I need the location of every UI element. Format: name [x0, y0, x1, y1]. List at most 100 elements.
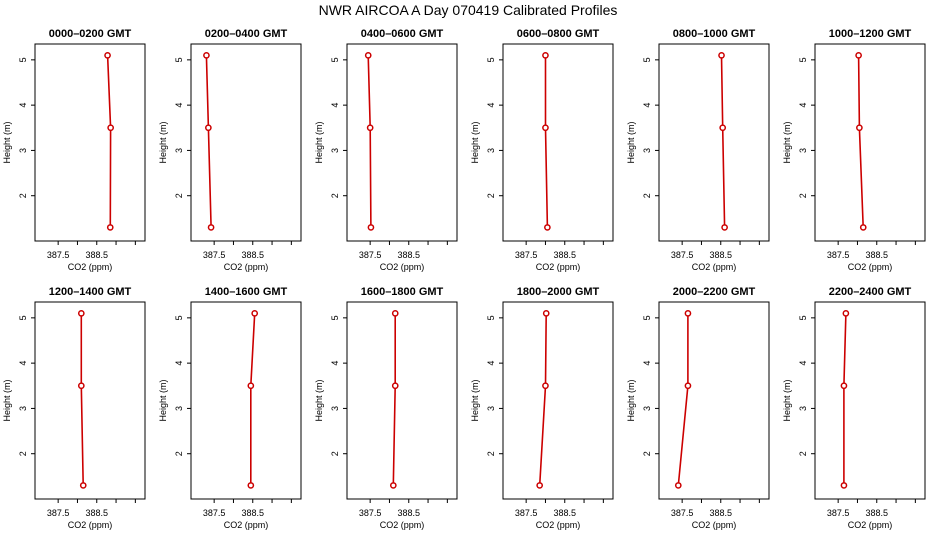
panel-9-point-1 — [389, 482, 397, 489]
panel-2-point-2 — [205, 124, 212, 132]
panel-12-point-1 — [840, 482, 848, 489]
panel-1-ytick-label-2: 3 — [18, 148, 28, 153]
panel-2-xtick-label-3: 388.5 — [241, 250, 264, 260]
panel-2-xlabel: CO2 (ppm) — [224, 262, 269, 272]
panel-3-xtick-label-3: 388.5 — [397, 250, 420, 260]
panel-4-ylabel: Height (m) — [470, 121, 480, 163]
panel-11-xtick-label-1: 387.5 — [671, 508, 694, 518]
panel-3-ylabel: Height (m) — [314, 121, 324, 163]
panel-2-ytick-label-1: 2 — [174, 193, 184, 198]
panel-7-xtick-label-1: 387.5 — [47, 508, 70, 518]
panel-7-ytick-label-3: 4 — [18, 361, 28, 366]
panel-5-ytick-label-4: 5 — [642, 57, 652, 62]
panel-11-ylabel: Height (m) — [626, 379, 636, 421]
panel-9-frame — [346, 301, 458, 500]
panel-9-title: 1600–1800 GMT — [361, 286, 444, 298]
panel-6-ylabel: Height (m) — [782, 121, 792, 163]
main-title: NWR AIRCOA A Day 070419 Calibrated Profi… — [318, 2, 618, 18]
panel-12-ytick-label-4: 5 — [798, 315, 808, 320]
panel-8-ytick-label-1: 2 — [174, 451, 184, 456]
panel-2-frame — [190, 43, 302, 242]
panel-5-xtick-label-1: 387.5 — [671, 250, 694, 260]
panel-5-point-2 — [719, 124, 727, 132]
panel-7-frame — [34, 301, 146, 500]
panel-6-ytick-label-4: 5 — [798, 57, 808, 62]
panel-8-ytick-label-3: 4 — [174, 361, 184, 366]
panel-5-xtick-label-3: 388.5 — [709, 250, 732, 260]
panel-3-point-2 — [366, 124, 374, 132]
panel-8-xtick-label-3: 388.5 — [241, 508, 264, 518]
panel-6-title: 1000–1200 GMT — [829, 28, 912, 40]
panel-2-ylabel: Height (m) — [158, 121, 168, 163]
panel-4-point-3 — [542, 51, 549, 59]
panel-3-xlabel: CO2 (ppm) — [380, 262, 425, 272]
panel-8-xlabel: CO2 (ppm) — [224, 520, 269, 530]
panel-2-ytick-label-3: 4 — [174, 103, 184, 108]
panel-2-xtick-label-1: 387.5 — [203, 250, 226, 260]
panel-3-ytick-label-2: 3 — [330, 148, 340, 153]
panel-4-point-2 — [542, 124, 549, 132]
panel-1-point-2 — [107, 124, 114, 132]
panel-11-ytick-label-1: 2 — [642, 451, 652, 456]
panel-11-ytick-label-4: 5 — [642, 315, 652, 320]
panel-9-point-3 — [391, 309, 399, 317]
panel-12-ytick-label-3: 4 — [798, 361, 808, 366]
panel-7-point-2 — [77, 382, 85, 390]
panel-1-ytick-label-4: 5 — [18, 57, 28, 62]
panel-10-ytick-label-2: 3 — [486, 406, 496, 411]
panel-10-ytick-label-4: 5 — [486, 315, 496, 320]
panel-6-xtick-label-1: 387.5 — [827, 250, 850, 260]
panel-1-ytick-label-3: 4 — [18, 103, 28, 108]
panel-10-title: 1800–2000 GMT — [517, 286, 600, 298]
panel-12-xtick-label-3: 388.5 — [865, 508, 888, 518]
panel-8-point-3 — [251, 309, 259, 317]
panel-6-point-1 — [859, 224, 867, 231]
panel-4-title: 0600–0800 GMT — [517, 28, 600, 40]
panel-8-title: 1400–1600 GMT — [205, 286, 288, 298]
panel-5-ytick-label-3: 4 — [642, 103, 652, 108]
panel-4-frame — [502, 43, 614, 242]
panel-10-point-3 — [542, 309, 550, 317]
panel-3-ytick-label-1: 2 — [330, 193, 340, 198]
panel-10-point-2 — [542, 382, 549, 390]
panel-11-point-3 — [684, 309, 692, 317]
panel-6-ytick-label-2: 3 — [798, 148, 808, 153]
panel-8-point-1 — [247, 482, 255, 489]
panel-2-title: 0200–0400 GMT — [205, 28, 288, 40]
panel-11-xlabel: CO2 (ppm) — [692, 520, 737, 530]
panel-10-xlabel: CO2 (ppm) — [536, 520, 581, 530]
panel-4-ytick-label-4: 5 — [486, 57, 496, 62]
panel-1-xtick-label-1: 387.5 — [47, 250, 70, 260]
panel-12-frame — [814, 301, 926, 500]
panel-12-title: 2200–2400 GMT — [829, 286, 912, 298]
panel-10-ytick-label-3: 4 — [486, 361, 496, 366]
panel-8-frame — [190, 301, 302, 500]
panel-6-profile-line — [857, 55, 864, 228]
panel-11-xtick-label-3: 388.5 — [709, 508, 732, 518]
panel-9-ytick-label-3: 4 — [330, 361, 340, 366]
panel-7-profile-line — [80, 313, 84, 486]
panel-4-ytick-label-2: 3 — [486, 148, 496, 153]
panel-6-point-3 — [855, 51, 862, 59]
panel-11-point-1 — [674, 482, 682, 489]
panel-3-title: 0400–0600 GMT — [361, 28, 444, 40]
panel-11-ytick-label-3: 4 — [642, 361, 652, 366]
panel-6-ytick-label-3: 4 — [798, 103, 808, 108]
panel-2-ytick-label-2: 3 — [174, 148, 184, 153]
panel-10-ytick-label-1: 2 — [486, 451, 496, 456]
panel-11-profile-line — [677, 313, 689, 486]
panel-12-point-2 — [840, 382, 848, 390]
panel-10-ylabel: Height (m) — [470, 379, 480, 421]
panel-2-ytick-label-4: 5 — [174, 57, 184, 62]
panel-7-ylabel: Height (m) — [2, 379, 12, 421]
panel-8-xtick-label-1: 387.5 — [203, 508, 226, 518]
panel-1-point-3 — [104, 51, 111, 59]
panel-3-profile-line — [367, 55, 372, 228]
panel-9-xtick-label-3: 388.5 — [397, 508, 420, 518]
panel-11-point-2 — [684, 382, 692, 390]
panel-4-ytick-label-3: 4 — [486, 103, 496, 108]
panel-1-xlabel: CO2 (ppm) — [68, 262, 113, 272]
panel-4-ytick-label-1: 2 — [486, 193, 496, 198]
panel-9-profile-line — [392, 313, 397, 486]
